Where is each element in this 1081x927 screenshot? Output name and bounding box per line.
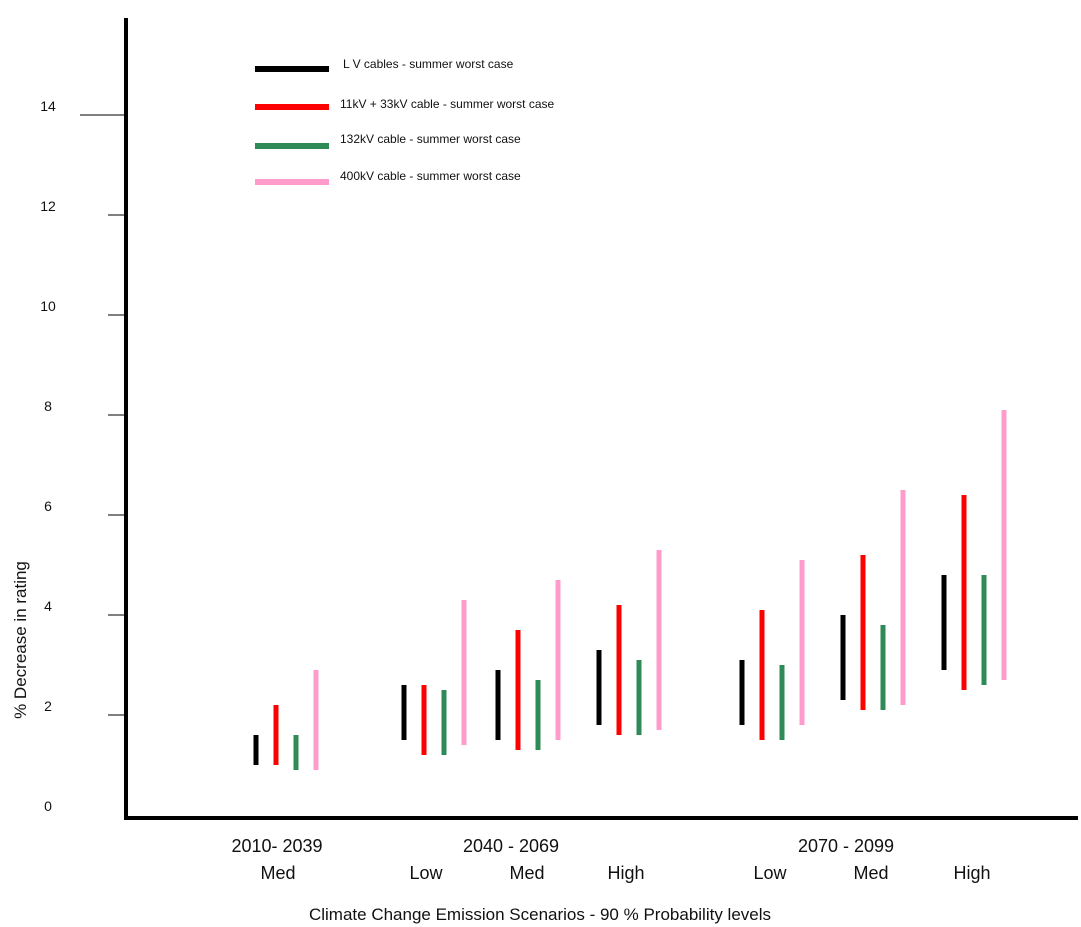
y-tick-label: 6 bbox=[44, 498, 52, 514]
range-bar bbox=[461, 600, 467, 745]
y-tick-label: 14 bbox=[40, 98, 56, 114]
scenario-label: Low bbox=[753, 863, 787, 883]
legend: L V cables - summer worst case 11kV + 33k… bbox=[255, 57, 555, 185]
range-bar bbox=[941, 575, 947, 670]
range-bar bbox=[293, 735, 299, 770]
scenario-label: High bbox=[607, 863, 644, 883]
period-label: 2010- 2039 bbox=[231, 836, 322, 856]
scenario-label: Med bbox=[260, 863, 295, 883]
range-bar bbox=[515, 630, 521, 750]
legend-swatch bbox=[255, 143, 329, 149]
scenario-label: Med bbox=[509, 863, 544, 883]
scenario-label: Med bbox=[853, 863, 888, 883]
range-bar bbox=[495, 670, 501, 740]
scenario-label: Low bbox=[409, 863, 443, 883]
y-ticks: 0 2 4 6 8 10 12 14 bbox=[40, 98, 126, 814]
range-bar bbox=[596, 650, 602, 725]
range-bar bbox=[253, 735, 259, 765]
range-bar bbox=[313, 670, 319, 770]
range-bar bbox=[759, 610, 765, 740]
range-bar bbox=[961, 495, 967, 690]
range-bar bbox=[739, 660, 745, 725]
y-tick-label: 0 bbox=[44, 798, 52, 814]
y-tick-label: 12 bbox=[40, 198, 56, 214]
y-tick-label: 4 bbox=[44, 598, 52, 614]
legend-swatch bbox=[255, 66, 329, 72]
legend-label: L V cables - summer worst case bbox=[343, 57, 514, 71]
range-bar bbox=[840, 615, 846, 700]
y-axis-title: % Decrease in rating bbox=[11, 561, 30, 719]
range-bar bbox=[421, 685, 427, 755]
axes bbox=[124, 18, 1078, 820]
range-bars bbox=[253, 410, 1007, 770]
legend-swatch bbox=[255, 179, 329, 185]
legend-label: 11kV + 33kV cable - summer worst case bbox=[340, 97, 555, 111]
legend-swatch bbox=[255, 104, 329, 110]
range-bar bbox=[981, 575, 987, 685]
range-bar bbox=[1001, 410, 1007, 680]
y-tick-label: 10 bbox=[40, 298, 56, 314]
period-label: 2070 - 2099 bbox=[798, 836, 894, 856]
legend-label: 132kV cable - summer worst case bbox=[340, 132, 521, 146]
range-bar bbox=[860, 555, 866, 710]
x-labels: 2010- 2039 2040 - 2069 2070 - 2099 Med Low Me… bbox=[231, 836, 990, 883]
range-bar bbox=[273, 705, 279, 765]
legend-label: 400kV cable - summer worst case bbox=[340, 169, 521, 183]
range-bar bbox=[656, 550, 662, 730]
scenario-label: High bbox=[953, 863, 990, 883]
range-bar bbox=[779, 665, 785, 740]
x-axis-title: Climate Change Emission Scenarios - 90 %… bbox=[309, 905, 771, 924]
range-bar bbox=[880, 625, 886, 710]
period-label: 2040 - 2069 bbox=[463, 836, 559, 856]
y-tick-label: 2 bbox=[44, 698, 52, 714]
range-bar bbox=[555, 580, 561, 740]
range-bar bbox=[441, 690, 447, 755]
range-bar bbox=[900, 490, 906, 705]
range-bar bbox=[799, 560, 805, 725]
range-bar bbox=[616, 605, 622, 735]
range-bar bbox=[535, 680, 541, 750]
range-bar bbox=[636, 660, 642, 735]
range-bar bbox=[401, 685, 407, 740]
y-tick-label: 8 bbox=[44, 398, 52, 414]
